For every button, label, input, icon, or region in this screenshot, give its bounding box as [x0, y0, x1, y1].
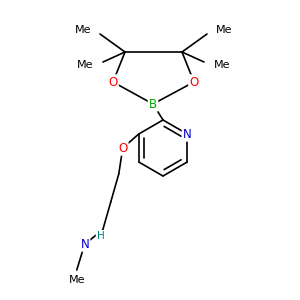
Text: O: O — [108, 76, 118, 88]
Text: O: O — [118, 142, 128, 154]
Text: Me: Me — [75, 25, 91, 35]
Text: B: B — [149, 98, 157, 110]
Text: N: N — [183, 128, 192, 140]
Text: Me: Me — [216, 25, 232, 35]
Text: H: H — [97, 231, 105, 241]
Text: Me: Me — [214, 60, 230, 70]
Text: Me: Me — [77, 60, 93, 70]
Text: O: O — [189, 76, 199, 88]
Text: N: N — [80, 238, 89, 250]
Text: Me: Me — [68, 275, 85, 285]
